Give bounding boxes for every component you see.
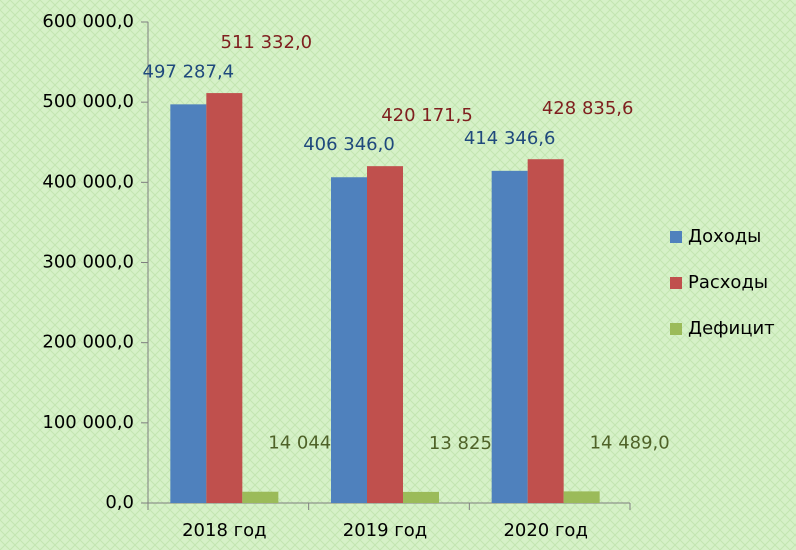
x-tick-label: 2019 год: [343, 520, 427, 541]
y-tick-label: 400 000,0: [42, 171, 134, 192]
y-tick-label: 100 000,0: [42, 412, 134, 433]
bar: [527, 159, 564, 503]
bar: [170, 104, 207, 503]
y-tick-label: 300 000,0: [42, 252, 134, 273]
legend-swatch: [670, 231, 682, 243]
bar: [367, 166, 403, 503]
legend-label: Дефицит: [688, 318, 775, 339]
y-tick-label: 600 000,0: [42, 11, 134, 32]
legend-label: Доходы: [688, 226, 761, 247]
x-tick-label: 2020 год: [503, 520, 587, 541]
bar: [331, 177, 367, 503]
data-label: 13 825,5: [429, 433, 509, 454]
y-tick-label: 200 000,0: [42, 332, 134, 353]
data-label: 497 287,4: [143, 61, 235, 82]
bar: [491, 170, 528, 503]
data-label: 406 346,0: [303, 134, 395, 155]
data-label: 414 346,6: [464, 128, 556, 149]
legend-swatch: [670, 277, 682, 289]
bar: [403, 491, 439, 503]
data-label: 511 332,0: [221, 32, 313, 53]
data-label: 428 835,6: [542, 98, 634, 119]
data-label: 14 489,0: [590, 432, 670, 453]
legend-swatch: [670, 323, 682, 335]
legend-label: Расходы: [688, 272, 768, 293]
x-tick-label: 2018 год: [182, 520, 266, 541]
data-label: 14 044,6: [268, 433, 348, 454]
data-label: 420 171,5: [381, 105, 473, 126]
y-tick-label: 500 000,0: [42, 91, 134, 112]
bar: [242, 491, 279, 503]
bar: [563, 491, 600, 503]
y-tick-label: 0,0: [105, 492, 134, 513]
bar: [206, 93, 243, 503]
